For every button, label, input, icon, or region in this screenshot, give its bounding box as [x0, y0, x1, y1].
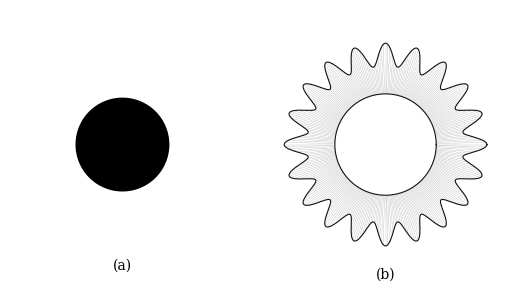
Polygon shape — [76, 98, 169, 191]
Text: (b): (b) — [376, 268, 395, 282]
Text: (a): (a) — [113, 259, 132, 273]
Polygon shape — [29, 51, 216, 238]
